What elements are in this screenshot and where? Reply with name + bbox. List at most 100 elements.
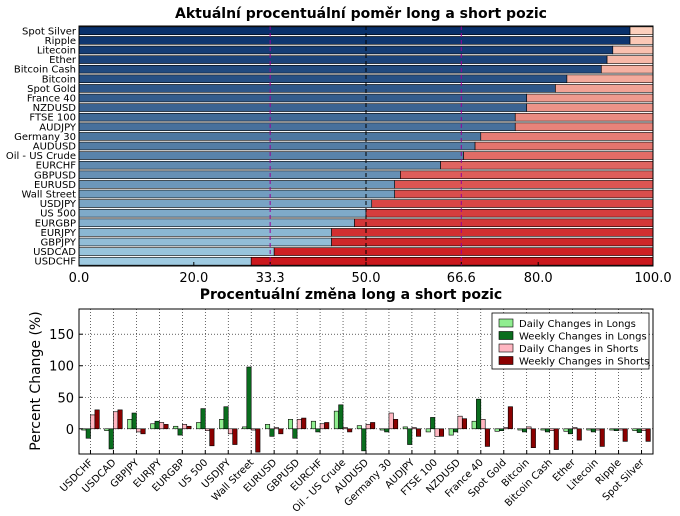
category-label: USDCAD: [33, 247, 76, 258]
short-bar: [394, 189, 654, 199]
short-bar: [440, 160, 654, 170]
bar: [576, 428, 582, 441]
long-bar: [78, 93, 528, 103]
bar: [572, 427, 578, 430]
long-bar: [78, 160, 441, 170]
bar: [117, 409, 123, 430]
category-label: GBPUSD: [34, 170, 76, 181]
short-bar: [365, 208, 654, 218]
category-label: Germany 30: [14, 132, 76, 143]
bar: [173, 425, 179, 430]
bar: [246, 366, 252, 430]
long-bar: [78, 122, 516, 132]
category-label: Bitcoin: [42, 74, 76, 85]
bar: [461, 418, 467, 430]
long-bar: [78, 112, 516, 122]
bar: [292, 428, 298, 439]
bar: [586, 428, 592, 431]
bar: [315, 428, 321, 433]
long-bar: [78, 45, 614, 55]
legend-label: Daily Changes in Shorts: [519, 344, 639, 355]
legend-label: Weekly Changes in Longs: [519, 332, 647, 343]
bar: [90, 414, 96, 430]
bar: [434, 428, 440, 437]
bar: [356, 425, 362, 430]
long-bar: [78, 64, 602, 74]
bar: [530, 428, 536, 448]
y-tick-label: 50: [57, 391, 74, 406]
bar: [384, 428, 390, 433]
y-tick-label: 150: [49, 328, 74, 343]
legend-swatch: [498, 331, 514, 340]
legend-swatch: [498, 343, 514, 353]
bottom-chart-y-axis-label: Percent Change (%): [28, 311, 44, 450]
category-label: Spot Gold: [27, 84, 76, 95]
bar: [411, 427, 417, 430]
bar: [219, 419, 225, 430]
top-chart-bars: [78, 26, 654, 266]
category-label: EURJPY: [41, 228, 77, 239]
bar: [186, 425, 192, 430]
category-label: EURGBP: [35, 218, 76, 229]
long-bar: [78, 26, 631, 36]
bar: [507, 406, 513, 430]
short-bar: [606, 55, 654, 64]
long-bar: [78, 170, 401, 180]
category-label: AUDJPY: [39, 122, 77, 133]
category-label: US 500: [40, 209, 76, 220]
bar: [127, 419, 133, 430]
bar: [622, 428, 628, 442]
x-tick-label: 80.0: [524, 271, 553, 286]
bar: [131, 412, 137, 430]
bar: [613, 428, 619, 431]
bar: [269, 428, 275, 437]
bar: [278, 428, 284, 435]
short-bar: [371, 199, 654, 208]
short-bar: [612, 45, 654, 55]
x-tick-label: 33.3: [256, 271, 285, 286]
bar: [104, 428, 110, 431]
short-bar: [514, 112, 654, 122]
short-bar: [273, 247, 654, 256]
category-label: GBPJPY: [40, 238, 76, 249]
top-chart-reference-lines: [269, 26, 462, 266]
top-chart: Aktuální procentuální poměr long a short…: [6, 6, 672, 286]
long-bar: [78, 36, 631, 45]
bar: [522, 428, 528, 433]
bar: [347, 428, 353, 433]
top-chart-title: Aktuální procentuální poměr long a short…: [175, 6, 547, 22]
long-bar: [78, 199, 373, 208]
bar: [553, 428, 559, 450]
bar: [499, 428, 505, 431]
short-bar: [514, 122, 654, 132]
category-label: Ripple: [45, 36, 76, 47]
bar: [595, 428, 601, 431]
bar: [567, 428, 573, 435]
bar: [242, 426, 248, 430]
short-bar: [629, 26, 654, 36]
bar: [379, 428, 385, 431]
bottom-chart-legend: Daily Changes in Longs Weekly Changes in …: [491, 312, 650, 370]
bar: [609, 428, 615, 431]
bottom-chart: Procentuální změna long a short pozic 0 5…: [28, 287, 654, 515]
bar: [416, 428, 422, 437]
x-tick-label: 20.0: [179, 271, 208, 286]
bar: [526, 426, 532, 430]
bar: [333, 410, 339, 430]
bar: [503, 427, 509, 430]
bar: [177, 428, 183, 436]
bar: [517, 428, 523, 431]
short-bar: [555, 84, 654, 93]
y-tick-label: 0: [66, 423, 74, 438]
long-bar: [78, 180, 396, 189]
category-label: Ether: [49, 55, 77, 66]
long-bar: [78, 256, 252, 266]
short-bar: [566, 74, 654, 84]
long-bar: [78, 55, 608, 64]
bar: [319, 423, 325, 430]
bar: [223, 406, 229, 430]
long-bar: [78, 132, 482, 141]
long-bar: [78, 151, 464, 160]
